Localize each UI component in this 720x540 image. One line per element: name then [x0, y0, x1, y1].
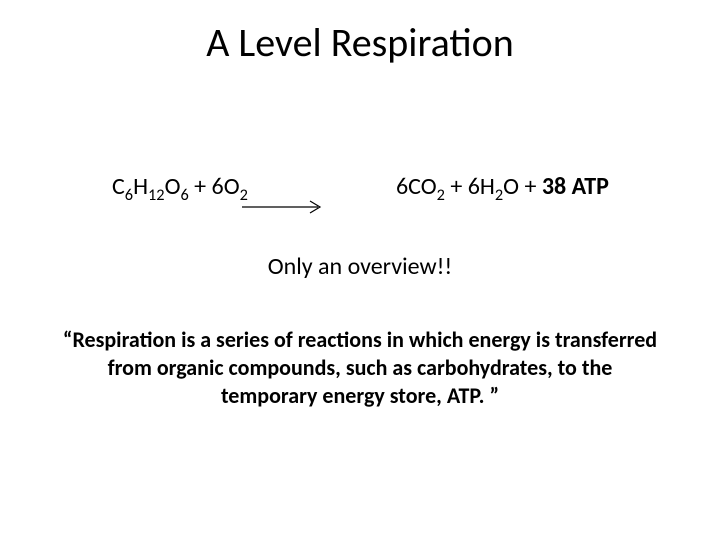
- sub-2a: 2: [437, 185, 445, 205]
- sub-2b: 2: [495, 185, 503, 205]
- definition-text: “Respiration is a series of reactions in…: [60, 326, 660, 410]
- page-title: A Level Respiration: [0, 18, 720, 67]
- txt-c: C: [112, 172, 125, 201]
- sub-6b: 6: [180, 185, 188, 205]
- equation-products: 6CO2 + 6H2O + 38 ATP: [396, 172, 609, 201]
- txt-p3: O +: [503, 172, 542, 201]
- txt-o: O: [165, 172, 181, 201]
- txt-h: H: [133, 172, 148, 201]
- equation-reactants: C6H12O6 + 6O2: [112, 172, 248, 201]
- arrow-icon: [240, 198, 330, 216]
- txt-plus: + 6O: [189, 172, 240, 201]
- slide: A Level Respiration C6H12O6 + 6O2 6CO2 +…: [0, 0, 720, 540]
- sub-12: 12: [148, 185, 165, 205]
- txt-p1: 6CO: [396, 172, 437, 201]
- overview-text: Only an overview!!: [0, 252, 720, 281]
- txt-atp: 38 ATP: [542, 172, 609, 201]
- sub-6a: 6: [125, 185, 133, 205]
- txt-p2: + 6H: [445, 172, 495, 201]
